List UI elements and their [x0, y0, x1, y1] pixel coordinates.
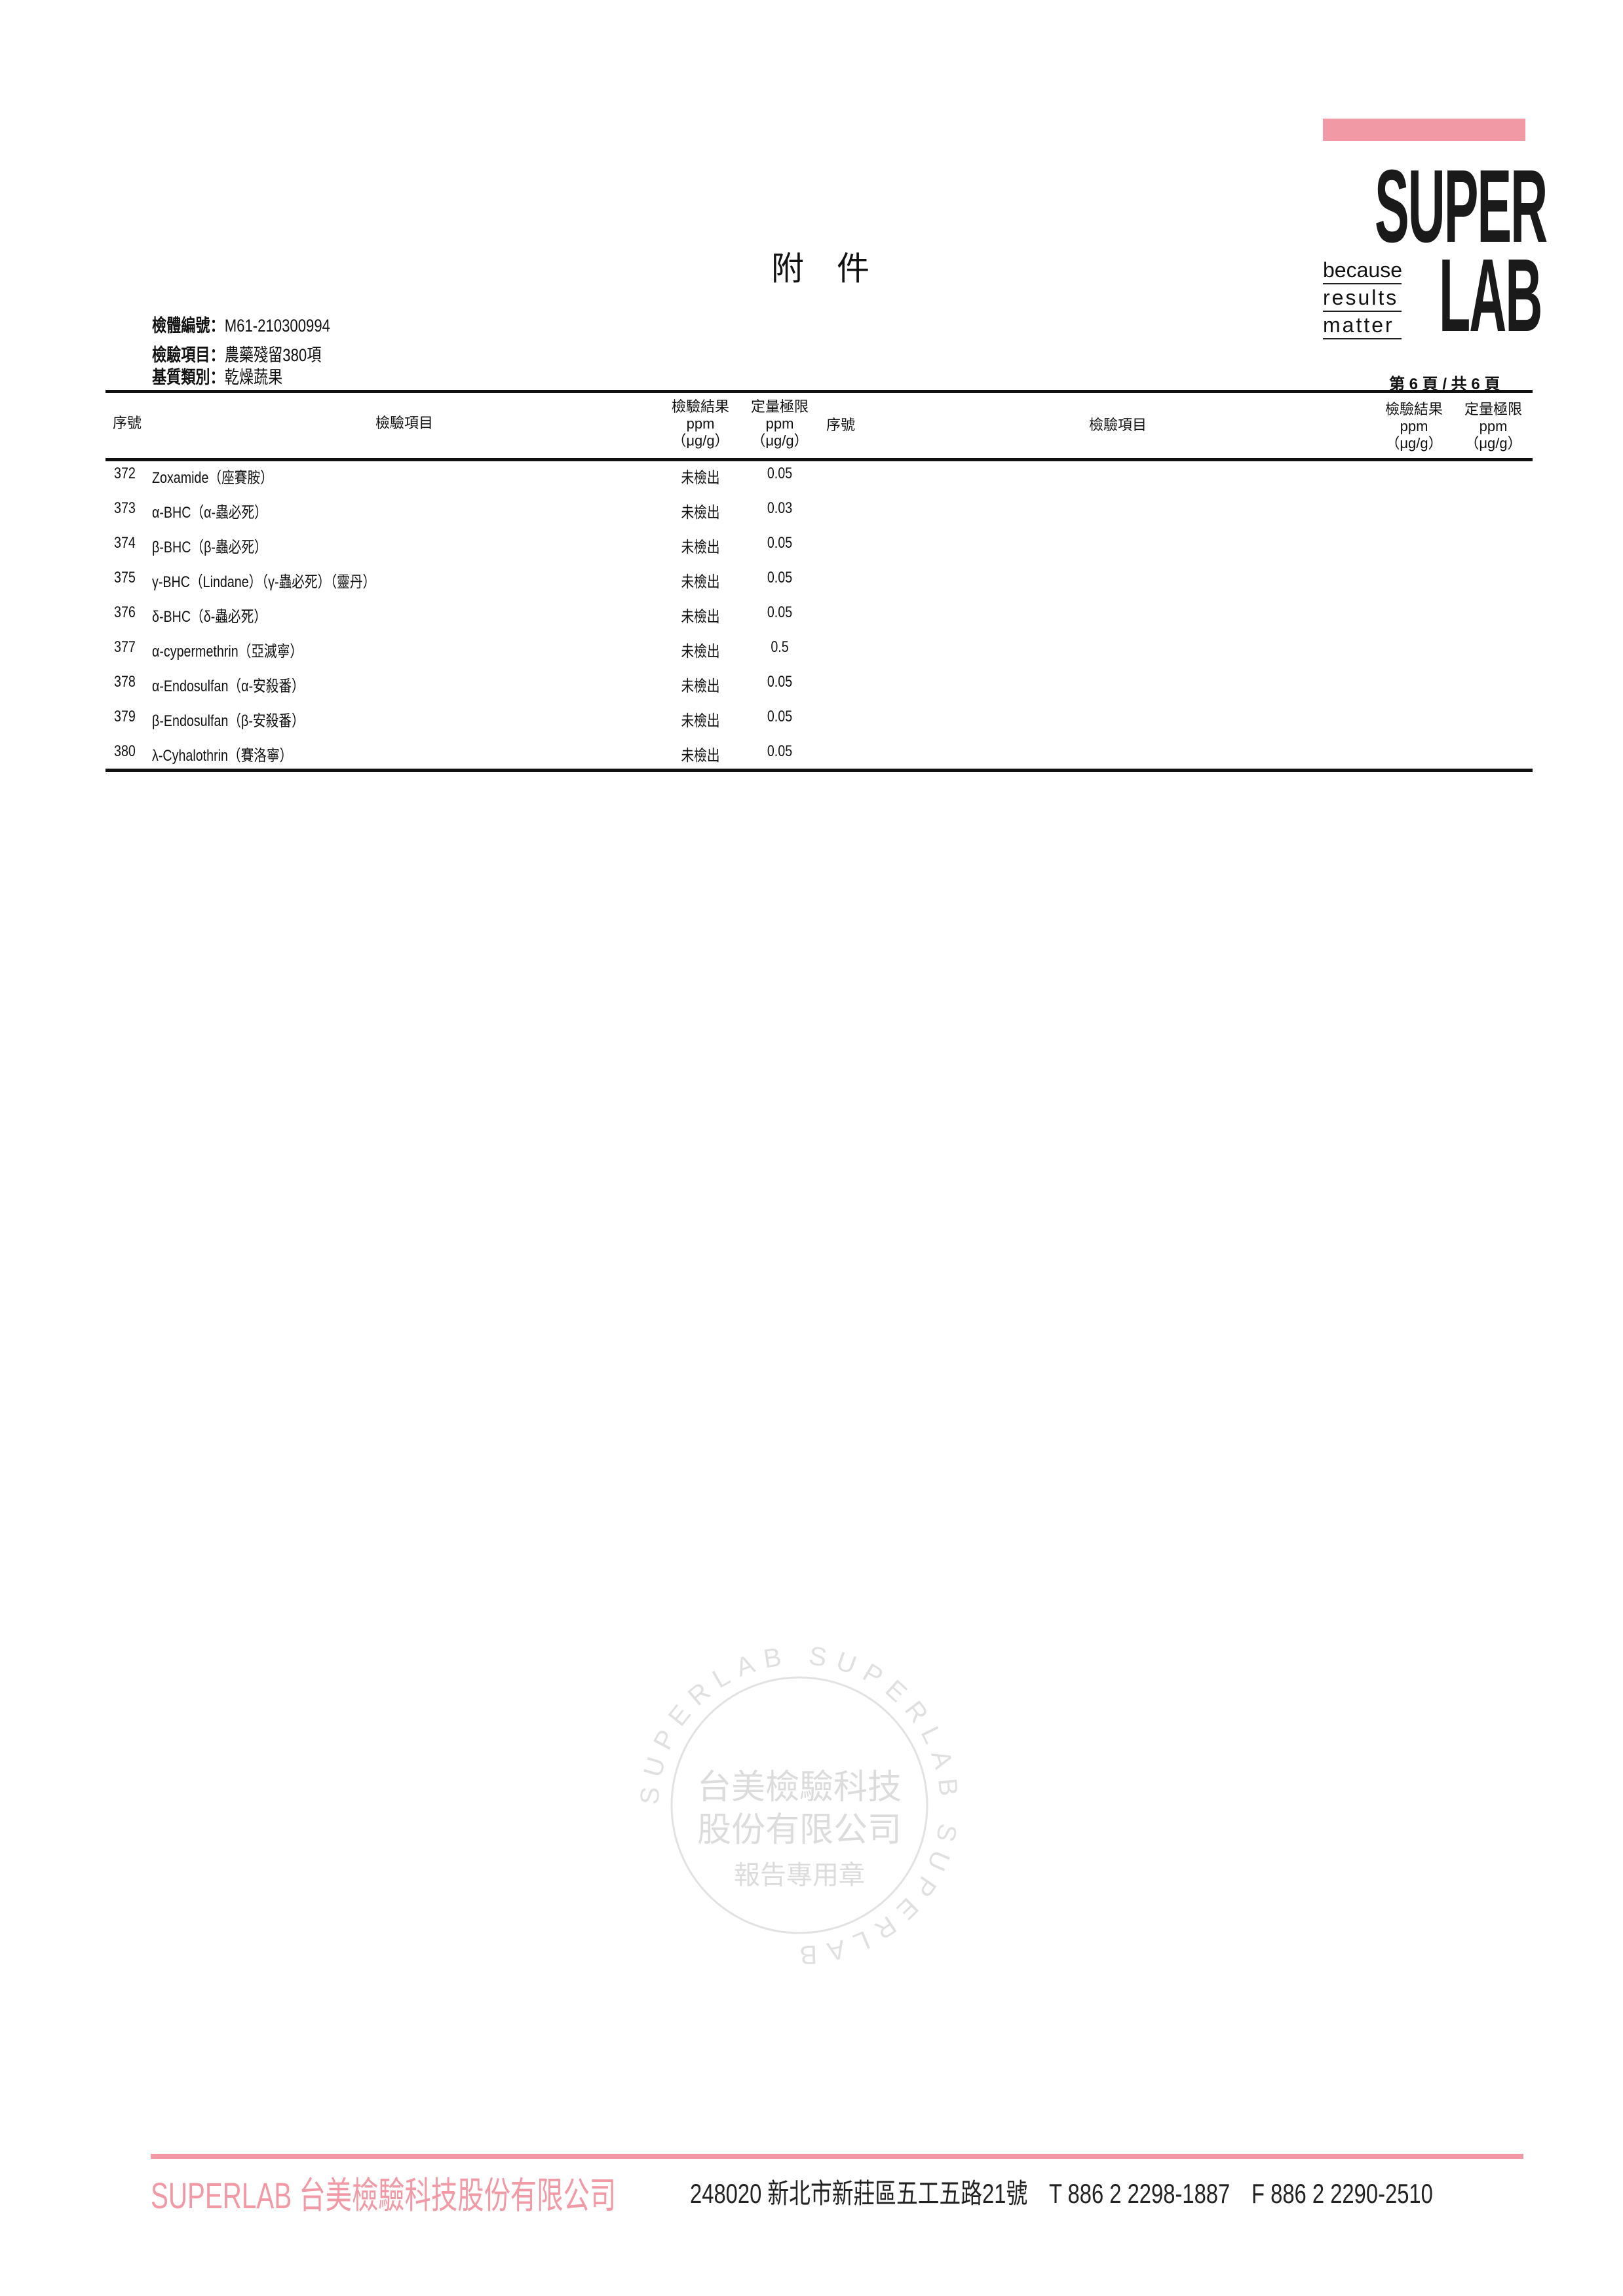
row-item: γ-BHC（Lindane）（γ-蟲必死）（靈丹）: [152, 573, 376, 591]
info-label: 檢驗項目：: [152, 345, 225, 365]
row-item: Zoxamide（座賽胺）: [152, 469, 273, 487]
header-unit: ppm: [686, 415, 715, 432]
row-seq: 378: [114, 673, 136, 691]
row-result: 未檢出: [681, 747, 720, 765]
header-seq: 序號: [113, 415, 142, 431]
info-value: 農藥殘留380項: [224, 345, 322, 365]
row-limit: 0.05: [767, 569, 793, 586]
info-value: M61-210300994: [224, 316, 330, 335]
row-item: β-BHC（β-蟲必死）: [152, 539, 267, 556]
row-result: 未檢出: [681, 573, 720, 591]
header-seq-right: 序號: [826, 417, 856, 433]
logo-super: SUPER: [1375, 149, 1548, 264]
row-seq: 380: [114, 742, 136, 760]
info-label: 基質類別：: [152, 368, 225, 387]
row-seq: 377: [114, 638, 136, 656]
table-header-rule: [105, 458, 1533, 461]
matrix-type: 基質類別：乾燥蔬果: [152, 363, 311, 389]
row-item: β-Endosulfan（β-安殺番）: [152, 712, 305, 730]
header-item-right: 檢驗項目: [1088, 417, 1147, 433]
row-limit: 0.05: [767, 603, 793, 621]
row-limit: 0.03: [767, 499, 793, 517]
row-result: 未檢出: [681, 469, 720, 487]
row-limit: 0.5: [771, 638, 789, 656]
row-limit: 0.05: [767, 742, 793, 760]
info-label: 檢體編號：: [152, 316, 225, 335]
header-limit: 定量極限 ppm （μg/g）: [751, 398, 809, 450]
row-seq: 374: [114, 534, 136, 552]
row-result: 未檢出: [681, 539, 720, 556]
row-limit: 0.05: [767, 708, 793, 725]
row-limit: 0.05: [767, 673, 793, 691]
table-top-rule: [105, 390, 1533, 393]
row-item: α-Endosulfan（α-安殺番）: [152, 678, 305, 695]
header-limit-label: 定量極限: [750, 398, 809, 415]
header-limit-label: 定量極限: [1464, 401, 1523, 417]
footer-rule: [151, 2154, 1523, 2159]
header-unit2: （μg/g）: [751, 432, 809, 449]
row-result: 未檢出: [681, 712, 720, 730]
row-result: 未檢出: [681, 608, 720, 626]
logo-accent-bar: [1323, 119, 1525, 141]
sample-id: 檢體編號：M61-210300994: [152, 311, 370, 337]
tagline-line: matter: [1323, 312, 1402, 339]
header-result: 檢驗結果 ppm （μg/g）: [672, 398, 729, 450]
row-item: α-cypermethrin（亞滅寧）: [152, 643, 303, 660]
tagline-line: results: [1323, 284, 1402, 312]
document-title: 附 件: [771, 250, 869, 287]
row-seq: 375: [114, 569, 136, 586]
header-unit2: （μg/g）: [1464, 435, 1522, 451]
footer-address-text: 248020 新北市新莊區五工五路21號 T 886 2 2298-1887 F…: [690, 2178, 1433, 2209]
row-result: 未檢出: [681, 643, 720, 660]
footer-brand-text: SUPERLAB 台美檢驗科技股份有限公司: [151, 2175, 617, 2216]
row-seq: 376: [114, 603, 136, 621]
row-seq: 372: [114, 465, 136, 482]
seal-line: 報告專用章: [734, 1861, 865, 1890]
row-result: 未檢出: [681, 504, 720, 522]
tagline-line: because: [1323, 257, 1402, 284]
footer-brand: SUPERLAB 台美檢驗科技股份有限公司: [151, 2166, 797, 2219]
header-unit: ppm: [1479, 418, 1508, 434]
row-limit: 0.05: [767, 534, 793, 552]
logo-lab: LAB: [1439, 238, 1542, 353]
header-result-label: 檢驗結果: [1384, 401, 1443, 417]
table-bottom-rule: [105, 769, 1533, 772]
row-result: 未檢出: [681, 678, 720, 695]
logo-tagline: because results matter: [1323, 257, 1402, 339]
header-unit: ppm: [765, 415, 794, 432]
seal-line: 台美檢驗科技: [697, 1769, 902, 1807]
header-result-right: 檢驗結果 ppm （μg/g）: [1385, 401, 1443, 452]
row-seq: 373: [114, 499, 136, 517]
test-item: 檢驗項目：農藥殘留380項: [152, 341, 358, 366]
row-item: λ-Cyhalothrin（賽洛寧）: [152, 747, 293, 765]
header-limit-right: 定量極限 ppm （μg/g）: [1464, 401, 1522, 452]
company-seal: SUPERLAB SUPERLAB SUPERLAB 台美檢驗科技 股份有限公司…: [635, 1641, 955, 1970]
header-unit2: （μg/g）: [672, 432, 729, 449]
row-limit: 0.05: [767, 465, 793, 482]
row-item: δ-BHC（δ-蟲必死）: [152, 608, 267, 626]
seal-ring: [670, 1676, 928, 1934]
row-seq: 379: [114, 708, 136, 725]
seal-line: 股份有限公司: [697, 1811, 902, 1849]
header-result-label: 檢驗結果: [671, 398, 730, 415]
row-item: α-BHC（α-蟲必死）: [152, 504, 267, 522]
header-unit2: （μg/g）: [1385, 435, 1443, 451]
footer-address: 248020 新北市新莊區五工五路21號 T 886 2 2298-1887 F…: [690, 2172, 1623, 2211]
info-value: 乾燥蔬果: [224, 368, 283, 387]
header-unit: ppm: [1400, 418, 1428, 434]
header-item: 檢驗項目: [375, 415, 434, 431]
